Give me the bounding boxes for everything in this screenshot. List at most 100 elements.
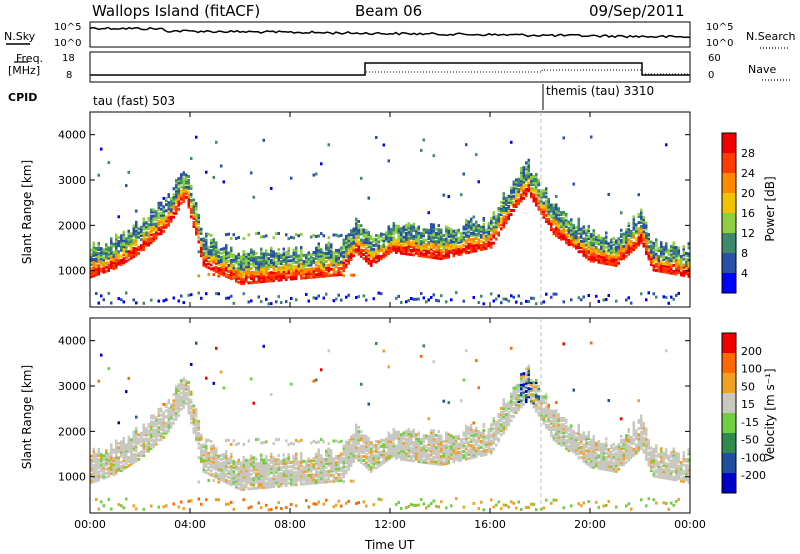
velocity-cell: [355, 437, 358, 441]
power-cell: [520, 197, 523, 201]
power-cell: [362, 232, 365, 236]
power-cell: [435, 244, 438, 248]
velocity-cell: [135, 457, 138, 461]
velocity-cell: [342, 475, 345, 479]
power-cell: [352, 254, 355, 258]
power-cell: [555, 221, 558, 225]
power-cell: [197, 213, 200, 217]
power-cell: [527, 164, 530, 168]
power-cell: [530, 179, 533, 183]
power-cell: [685, 268, 688, 272]
velocity-cell: [382, 457, 385, 461]
power-cell: [665, 248, 668, 252]
power-cell: [545, 187, 548, 191]
power-cell: [145, 221, 148, 225]
power-cell: [420, 148, 423, 152]
velocity-cell: [132, 434, 135, 438]
power-cell: [545, 201, 548, 205]
power-cell: [285, 267, 288, 271]
velocity-cell: [102, 462, 105, 466]
power-cell: [212, 248, 215, 252]
power-cell: [92, 268, 95, 272]
power-cell: [187, 201, 190, 205]
velocity-cell: [280, 476, 283, 480]
velocity-cell: [175, 403, 178, 407]
power-cell: [535, 185, 538, 189]
power-cell: [257, 280, 260, 284]
power-cell: [285, 251, 288, 255]
velocity-cell: [290, 483, 293, 487]
velocity-cell: [177, 387, 180, 391]
velocity-cell: [110, 469, 113, 473]
power-cell: [610, 240, 613, 244]
velocity-cell: [195, 414, 198, 418]
velocity-cell: [367, 437, 370, 440]
power-cell: [300, 276, 303, 280]
velocity-cell: [165, 429, 168, 433]
velocity-cell: [305, 476, 308, 479]
power-cell: [565, 222, 568, 226]
power-cell: [505, 215, 508, 219]
velocity-cell: [295, 466, 298, 470]
power-cell: [390, 227, 393, 231]
power-cell: [222, 261, 225, 265]
power-cell: [467, 224, 470, 228]
velocity-cell: [162, 427, 165, 431]
power-cell: [165, 199, 168, 203]
velocity-cell: [157, 413, 160, 417]
velocity-cell: [357, 430, 360, 433]
power-cell: [430, 253, 433, 257]
power-cell: [112, 252, 115, 256]
velocity-cell: [257, 477, 260, 480]
power-cell: [95, 259, 98, 263]
power-cell: [610, 258, 613, 262]
velocity-cell: [172, 405, 175, 409]
power-cell: [180, 181, 183, 185]
power-cell: [435, 231, 438, 235]
velocity-cell: [345, 461, 348, 465]
power-cell: [242, 281, 245, 285]
power-cell: [360, 242, 363, 246]
velocity-cell: [345, 451, 348, 454]
velocity-cell: [202, 453, 205, 457]
power-cell: [592, 255, 595, 259]
velocity-cell: [355, 423, 358, 427]
velocity-cell: [95, 473, 98, 477]
velocity-cell: [357, 501, 360, 505]
power-cell: [567, 234, 570, 238]
power-cell: [655, 252, 658, 256]
power-cell: [105, 261, 108, 265]
power-cell: [252, 258, 255, 262]
power-cell: [415, 247, 418, 251]
power-cell: [165, 203, 168, 207]
velocity-cell: [372, 445, 375, 449]
power-cell: [367, 233, 370, 237]
power-cell: [452, 254, 455, 258]
power-cell: [252, 254, 255, 258]
power-cell: [335, 233, 338, 237]
power-cell: [485, 234, 488, 238]
power-cell: [667, 258, 670, 262]
velocity-cell: [152, 434, 155, 438]
power-cell: [362, 242, 365, 246]
power-cell: [427, 228, 430, 232]
power-cell: [437, 234, 440, 238]
velocity-cell: [222, 465, 225, 469]
power-cell: [530, 183, 533, 187]
power-cell: [537, 189, 540, 193]
velocity-cell: [360, 436, 363, 440]
power-cell: [477, 230, 480, 234]
velocity-cell: [347, 457, 350, 461]
power-cell: [172, 187, 175, 191]
power-cell: [447, 230, 450, 234]
power-cell: [247, 263, 250, 266]
power-cell: [495, 215, 498, 219]
velocity-cell: [307, 457, 310, 461]
power-cell: [472, 296, 475, 299]
velocity-cell: [147, 429, 150, 433]
power-cell: [337, 293, 340, 297]
power-cell: [485, 244, 488, 248]
power-cell: [140, 244, 143, 248]
power-cell: [400, 227, 403, 231]
power-cell: [110, 253, 113, 257]
